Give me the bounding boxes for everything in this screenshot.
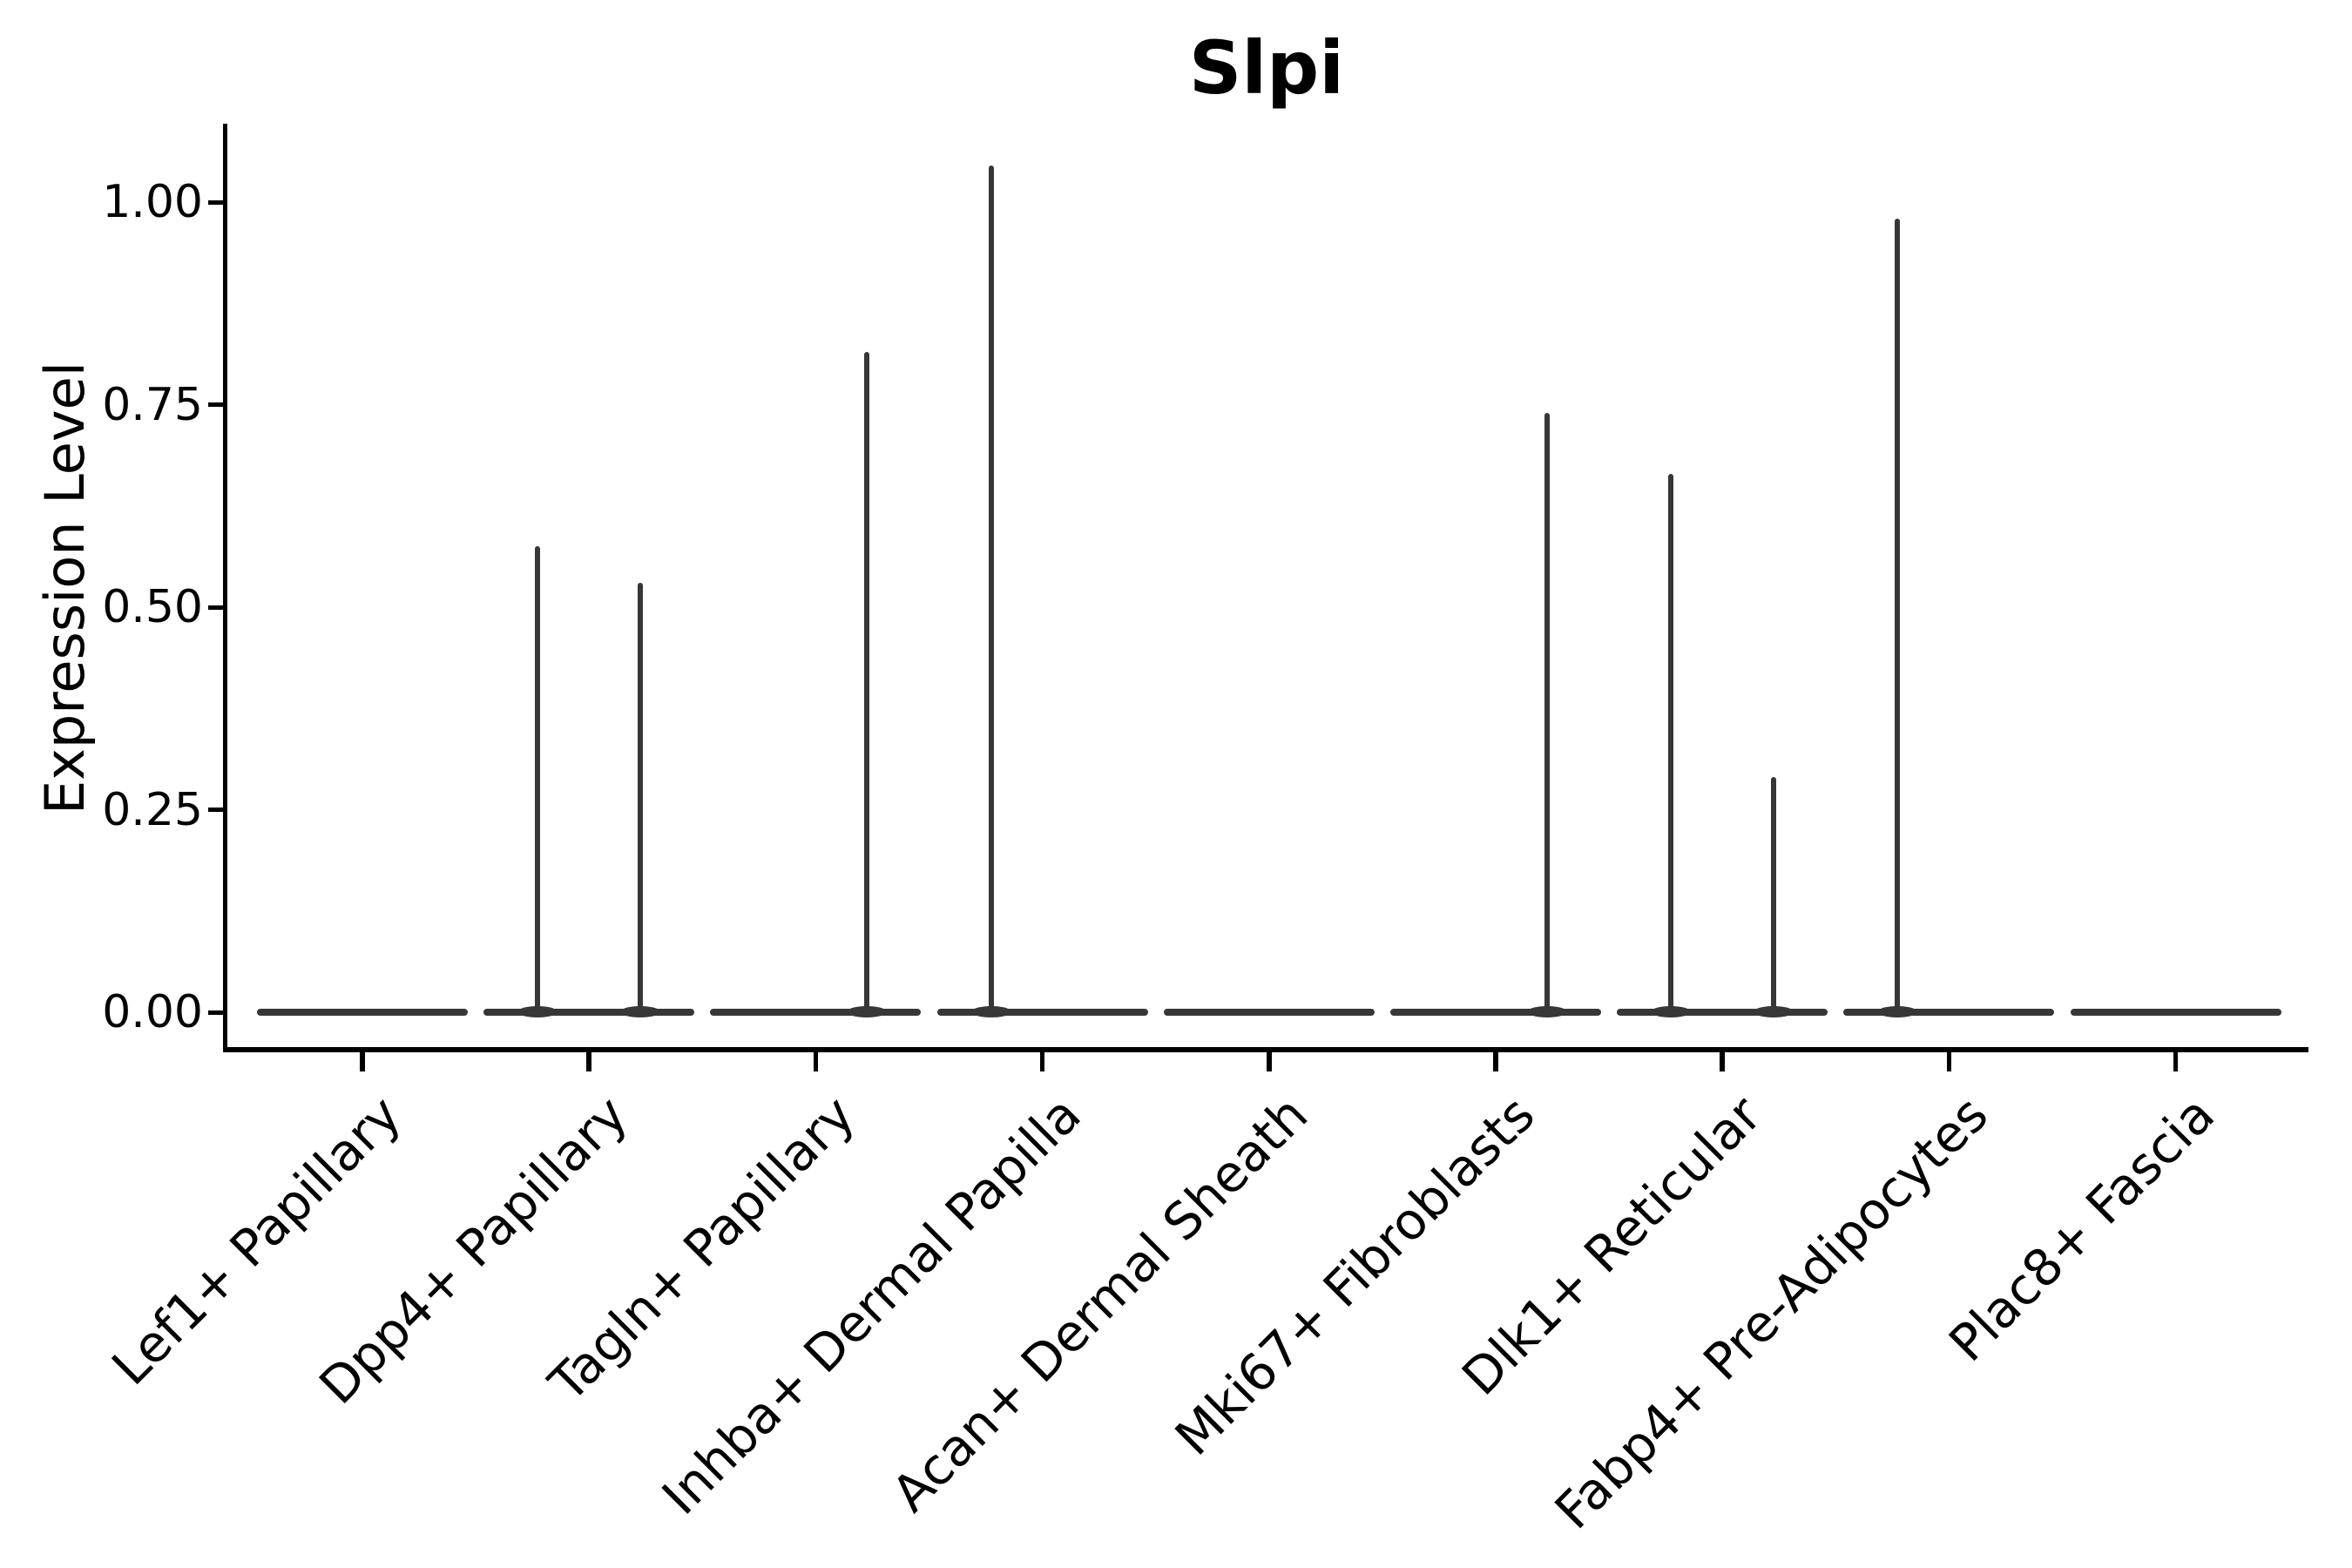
violin-spike	[864, 352, 870, 1016]
violin-baseline	[1163, 1009, 1375, 1016]
violin-baseline	[1390, 1009, 1601, 1016]
y-tick-label: 0.50	[102, 581, 203, 633]
violin-spike	[1668, 473, 1674, 1016]
y-tick-label: 1.00	[102, 176, 203, 228]
violin-baseline	[936, 1009, 1148, 1016]
x-tick	[1946, 1051, 1952, 1071]
plot-title: Slpi	[1188, 25, 1345, 111]
violin-baseline	[1617, 1009, 1828, 1016]
y-tick-label: 0.25	[102, 783, 203, 836]
x-axis-spine	[223, 1047, 2308, 1052]
y-tick	[208, 199, 223, 205]
x-tick-label: Fabp4+ Pre-Adipocytes	[1543, 1085, 1999, 1541]
violin-baseline	[710, 1009, 922, 1016]
violin-spike	[1771, 777, 1777, 1016]
violin-spike	[535, 546, 541, 1016]
y-tick	[208, 605, 223, 610]
y-tick-label: 0.00	[102, 986, 203, 1038]
violin-spike	[1544, 412, 1550, 1016]
x-tick	[1039, 1051, 1045, 1071]
violin-baseline	[257, 1009, 468, 1016]
x-tick	[1493, 1051, 1498, 1071]
x-tick-label: Inhba+ Dermal Papilla	[651, 1085, 1092, 1526]
violin-baseline	[483, 1009, 695, 1016]
violin-baseline	[1843, 1009, 2055, 1016]
violin-spike	[638, 583, 644, 1016]
y-axis-spine	[223, 124, 227, 1052]
y-tick	[208, 402, 223, 407]
violin-spike	[1895, 218, 1901, 1016]
y-tick	[208, 1010, 223, 1015]
violin-spike	[988, 166, 994, 1016]
x-tick-label: Acan+ Dermal Sheath	[880, 1085, 1320, 1524]
x-tick	[813, 1051, 819, 1071]
x-tick	[1267, 1051, 1272, 1071]
x-tick	[586, 1051, 591, 1071]
violin-baseline	[2070, 1009, 2281, 1016]
x-tick	[2173, 1051, 2179, 1071]
x-tick	[360, 1051, 365, 1071]
x-tick	[1720, 1051, 1725, 1071]
y-tick	[208, 808, 223, 812]
y-tick-label: 0.75	[102, 378, 203, 431]
